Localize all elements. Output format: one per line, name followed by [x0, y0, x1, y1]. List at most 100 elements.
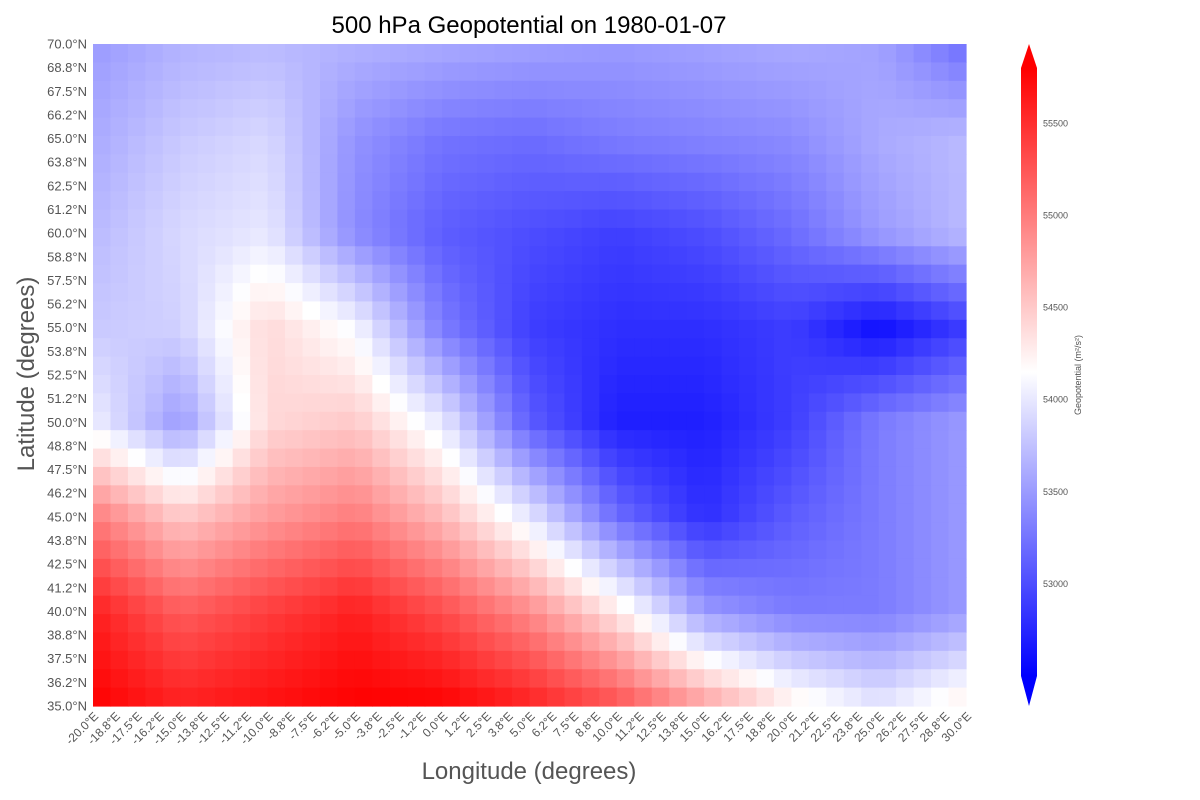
- heatmap-cell: [931, 503, 950, 523]
- heatmap-cell: [110, 577, 129, 597]
- heatmap-cell: [110, 669, 129, 689]
- heatmap-cell: [302, 669, 321, 689]
- heatmap-cell: [739, 191, 758, 211]
- heatmap-cell: [546, 669, 566, 689]
- heatmap-cell: [302, 448, 321, 468]
- heatmap-cell: [232, 650, 251, 670]
- heatmap-cell: [599, 117, 618, 137]
- heatmap-cell: [180, 522, 199, 542]
- heatmap-cell: [302, 503, 321, 523]
- heatmap-cell: [407, 595, 426, 615]
- heatmap-cell: [896, 117, 915, 137]
- heatmap-cell: [337, 283, 356, 303]
- heatmap-cell: [127, 411, 146, 431]
- heatmap-cell: [197, 669, 216, 689]
- heatmap-cell: [669, 540, 688, 560]
- heatmap-cell: [651, 172, 670, 192]
- heatmap-cell: [267, 411, 286, 431]
- heatmap-cell: [564, 264, 583, 284]
- heatmap-cell: [808, 669, 827, 689]
- heatmap-cell: [407, 632, 426, 652]
- heatmap-cell: [372, 227, 391, 247]
- heatmap-cell: [494, 99, 513, 119]
- heatmap-cell: [407, 44, 426, 63]
- heatmap-cell: [529, 264, 548, 284]
- heatmap-cell: [267, 669, 286, 689]
- heatmap-cell: [843, 99, 862, 119]
- heatmap-cell: [826, 411, 845, 431]
- heatmap-cell: [861, 577, 880, 597]
- heatmap-cell: [756, 301, 775, 321]
- heatmap-cell: [896, 246, 915, 266]
- heatmap-cell: [546, 264, 566, 284]
- heatmap-cell: [127, 319, 146, 339]
- heatmap-cell: [372, 191, 391, 211]
- heatmap-cell: [285, 632, 304, 652]
- heatmap-cell: [302, 411, 321, 431]
- heatmap-cell: [354, 614, 373, 634]
- heatmap-cell: [599, 687, 618, 707]
- heatmap-cell: [372, 411, 391, 431]
- heatmap-cell: [477, 614, 496, 634]
- heatmap-cell: [494, 485, 513, 505]
- heatmap-cell: [756, 540, 775, 560]
- heatmap-cell: [512, 669, 531, 689]
- heatmap-cell: [826, 503, 845, 523]
- heatmap-cell: [721, 466, 740, 486]
- heatmap-cell: [232, 393, 251, 413]
- heatmap-cell: [878, 522, 897, 542]
- heatmap-cell: [354, 99, 373, 119]
- heatmap-cell: [616, 246, 635, 266]
- heatmap-cell: [808, 209, 827, 229]
- heatmap-cell: [512, 558, 531, 578]
- heatmap-cell: [302, 301, 321, 321]
- heatmap-cell: [424, 503, 443, 523]
- heatmap-cell: [913, 687, 932, 707]
- heatmap-cell: [267, 191, 286, 211]
- heatmap-cell: [337, 448, 356, 468]
- heatmap-cell: [669, 485, 688, 505]
- heatmap-cell: [634, 191, 653, 211]
- y-tick-label: 43.8°N: [47, 533, 87, 548]
- heatmap-cell: [197, 393, 216, 413]
- heatmap-cell: [477, 172, 496, 192]
- heatmap-cell: [896, 485, 915, 505]
- heatmap-cell: [389, 356, 408, 376]
- heatmap-cell: [424, 319, 443, 339]
- heatmap-cell: [896, 283, 915, 303]
- heatmap-cell: [896, 650, 915, 670]
- heatmap-cell: [93, 172, 112, 192]
- heatmap-cell: [407, 687, 426, 707]
- heatmap-cell: [878, 264, 897, 284]
- heatmap-cell: [948, 154, 967, 174]
- heatmap-cell: [442, 485, 461, 505]
- heatmap-cell: [162, 264, 181, 284]
- heatmap-cell: [442, 558, 461, 578]
- heatmap-cell: [337, 117, 356, 137]
- heatmap-cell: [512, 687, 531, 707]
- heatmap-cell: [913, 209, 932, 229]
- heatmap-cell: [843, 44, 862, 63]
- heatmap-cell: [372, 577, 391, 597]
- heatmap-cell: [756, 466, 775, 486]
- heatmap-cell: [739, 319, 758, 339]
- heatmap-cell: [808, 356, 827, 376]
- heatmap-cell: [791, 172, 810, 192]
- heatmap-cell: [931, 227, 950, 247]
- heatmap-cell: [878, 503, 897, 523]
- heatmap-cell: [145, 172, 164, 192]
- heatmap-cell: [773, 448, 792, 468]
- heatmap-cell: [93, 650, 112, 670]
- heatmap-cell: [686, 172, 705, 192]
- heatmap-cell: [232, 154, 251, 174]
- heatmap-cell: [407, 540, 426, 560]
- heatmap-cell: [861, 687, 880, 707]
- heatmap-cell: [372, 338, 391, 358]
- heatmap-cell: [127, 117, 146, 137]
- heatmap-cell: [389, 301, 408, 321]
- heatmap-cell: [145, 227, 164, 247]
- heatmap-cell: [843, 227, 862, 247]
- heatmap-cell: [319, 669, 339, 689]
- heatmap-cell: [197, 503, 216, 523]
- heatmap-cell: [494, 356, 513, 376]
